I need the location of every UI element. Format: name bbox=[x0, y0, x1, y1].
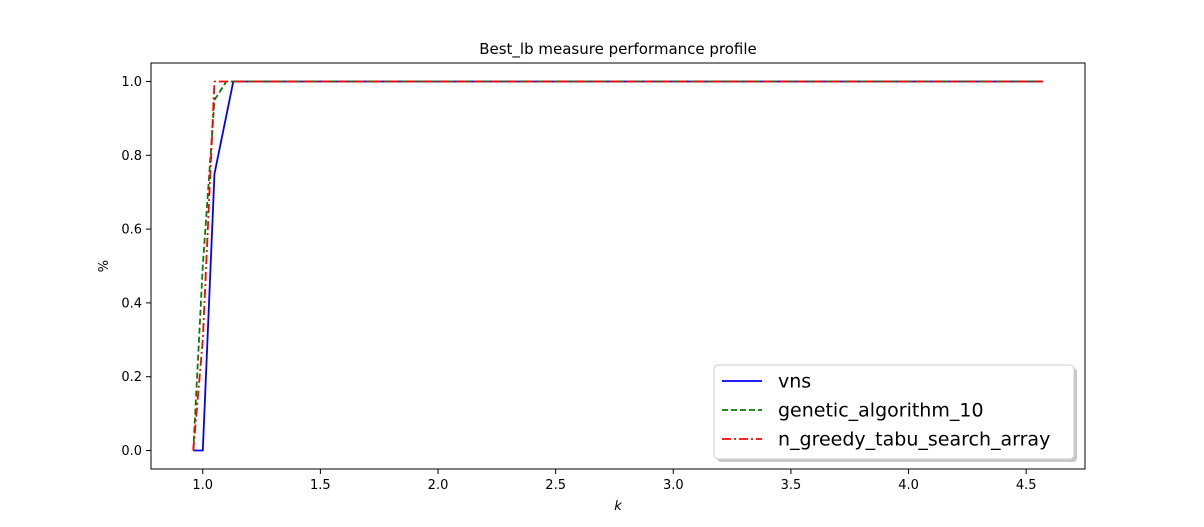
y-tick-label: 0.6 bbox=[121, 223, 142, 238]
series-line-genetic-algorithm-10 bbox=[192, 80, 1043, 451]
x-tick-label: 1.0 bbox=[192, 478, 213, 493]
x-tick-label: 4.5 bbox=[1016, 478, 1037, 493]
x-tick-label: 4.0 bbox=[898, 478, 919, 493]
y-tick-label: 0.4 bbox=[121, 296, 142, 311]
legend-label: vns bbox=[778, 371, 811, 393]
y-tick-label: 0.2 bbox=[121, 370, 142, 385]
series-lines bbox=[192, 80, 1043, 452]
legend: vns genetic_algorithm_10 n_greedy_tabu_sea… bbox=[713, 364, 1077, 462]
plot-area-frame bbox=[150, 62, 1086, 470]
legend-label: genetic_algorithm_10 bbox=[778, 400, 984, 422]
y-tick-label: 0.0 bbox=[121, 444, 142, 459]
y-tick-label: 0.8 bbox=[121, 149, 142, 164]
x-tick-label: 3.5 bbox=[781, 478, 802, 493]
x-axis-label: k bbox=[614, 499, 622, 514]
x-tick-label: 2.5 bbox=[545, 478, 566, 493]
chart-title: Best_lb measure performance profile bbox=[479, 40, 757, 59]
y-tick-label: 1.0 bbox=[121, 75, 142, 90]
y-axis: 0.0 0.2 0.4 0.6 0.8 1.0 bbox=[121, 75, 151, 459]
x-axis: 1.0 1.5 2.0 2.5 3.0 3.5 4.0 4.5 bbox=[192, 469, 1037, 493]
x-tick-label: 2.0 bbox=[428, 478, 449, 493]
legend-label: n_greedy_tabu_search_array bbox=[778, 429, 1050, 451]
x-tick-label: 3.0 bbox=[663, 478, 684, 493]
series-line-n-greedy-tabu-search-array bbox=[192, 80, 1043, 451]
x-tick-label: 1.5 bbox=[310, 478, 331, 493]
legend-box bbox=[713, 364, 1075, 460]
y-axis-label: % bbox=[97, 260, 112, 272]
